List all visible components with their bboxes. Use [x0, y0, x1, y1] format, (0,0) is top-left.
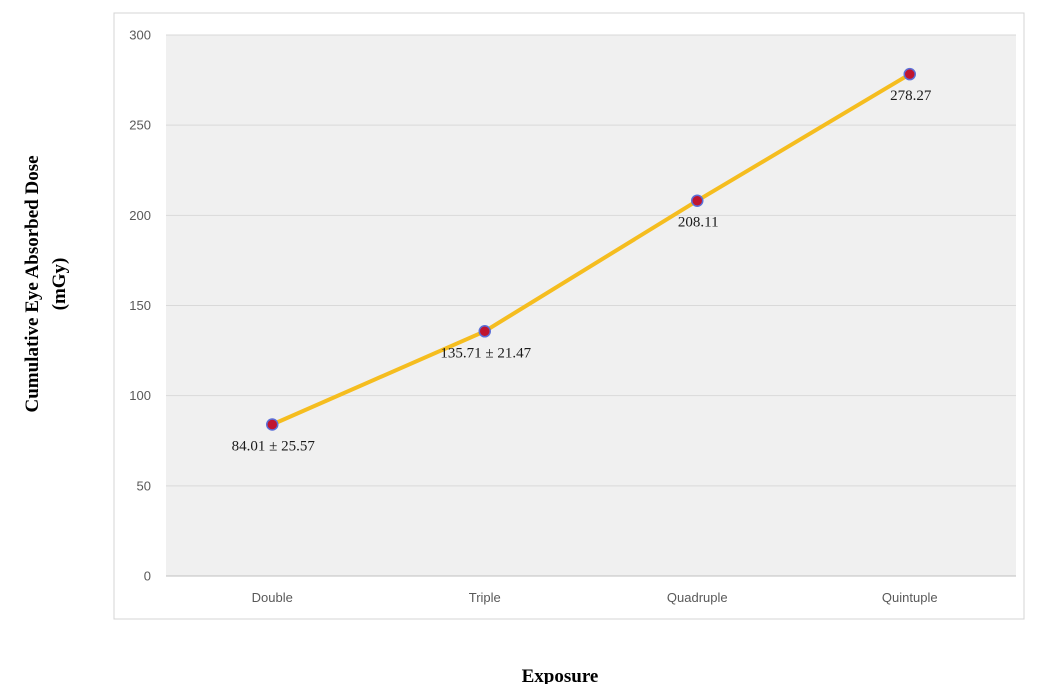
y-tick-labels: 0 50 100 150 200 250 300 [129, 28, 151, 584]
y-axis-title-line: (mGy) [49, 258, 70, 311]
data-label: 84.01 ± 25.57 [232, 439, 316, 455]
y-tick-label: 150 [129, 298, 151, 313]
x-tick-labels: Double Triple Quadruple Quintuple [252, 590, 938, 605]
x-tick-label: Triple [469, 590, 501, 605]
data-point [903, 67, 916, 81]
x-tick-label: Quadruple [667, 590, 728, 605]
x-tick-label: Quintuple [882, 590, 938, 605]
y-tick-label: 200 [129, 208, 151, 223]
data-point [266, 418, 279, 431]
y-axis-title: Cumulative Eye Absorbed Dose (mGy) [22, 155, 70, 412]
data-markers [266, 67, 916, 431]
y-tick-label: 0 [144, 569, 151, 584]
x-axis-title: Exposure [522, 666, 599, 684]
y-tick-label: 250 [129, 118, 151, 133]
y-tick-label: 50 [137, 478, 151, 493]
data-point [691, 194, 704, 207]
data-labels: 84.01 ± 25.57 135.71 ± 21.47 208.11 278.27 [232, 88, 932, 454]
data-label: 135.71 ± 21.47 [440, 345, 531, 361]
y-tick-label: 300 [129, 28, 151, 43]
data-point [478, 325, 491, 338]
y-axis-title-line: Cumulative Eye Absorbed Dose [22, 155, 43, 412]
gridlines [166, 34, 1016, 577]
data-label: 208.11 [678, 215, 719, 231]
y-tick-label: 100 [129, 388, 151, 403]
series-line [270, 72, 912, 427]
data-label: 278.27 [890, 88, 932, 104]
x-tick-label: Double [252, 590, 293, 605]
